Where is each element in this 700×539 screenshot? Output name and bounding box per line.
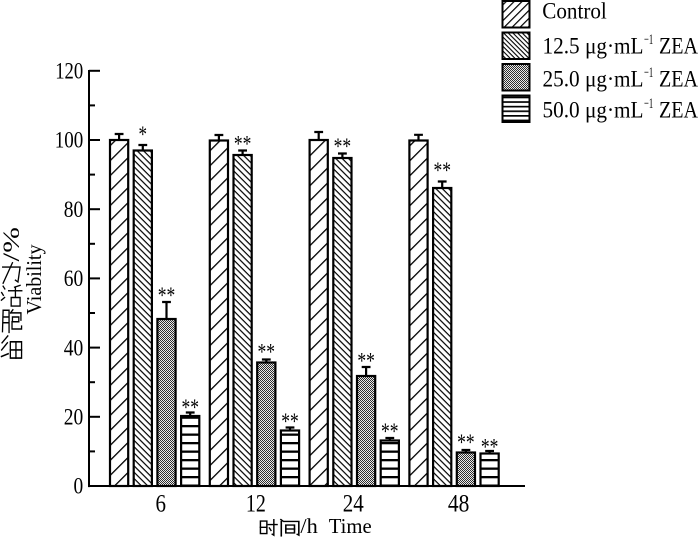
svg-text:**: ** (481, 435, 499, 460)
svg-text:**: ** (258, 340, 276, 365)
svg-text:**: ** (433, 158, 451, 183)
svg-text:−1: −1 (644, 65, 653, 81)
svg-text:ZEA: ZEA (659, 34, 698, 59)
svg-text:**: ** (357, 348, 375, 373)
svg-text:20: 20 (64, 405, 84, 430)
svg-text:120: 120 (55, 59, 83, 84)
svg-text:/%: /% (0, 227, 24, 262)
svg-text:−1: −1 (644, 96, 653, 112)
svg-text:**: ** (181, 395, 199, 420)
svg-text:Time: Time (329, 514, 372, 538)
svg-text:ZEA: ZEA (659, 67, 698, 92)
svg-text:40: 40 (64, 335, 84, 360)
svg-text:**: ** (457, 430, 475, 455)
svg-text:**: ** (281, 409, 299, 434)
svg-text:ZEA: ZEA (659, 98, 698, 123)
svg-text:6: 6 (156, 491, 167, 518)
svg-text:12: 12 (246, 491, 266, 518)
svg-text:60: 60 (64, 266, 84, 291)
svg-text:Control: Control (542, 0, 607, 23)
svg-text:80: 80 (64, 197, 84, 222)
svg-text:24: 24 (343, 491, 364, 518)
svg-text:48: 48 (448, 491, 470, 518)
svg-text:/h: /h (300, 514, 318, 538)
svg-text:**: ** (158, 283, 176, 308)
svg-text:50.0 μg·mL: 50.0 μg·mL (543, 98, 644, 123)
svg-text:**: ** (334, 134, 352, 159)
svg-text:Viability: Viability (22, 244, 46, 314)
svg-text:*: * (139, 122, 148, 147)
svg-text:100: 100 (55, 128, 84, 153)
svg-text:**: ** (381, 419, 399, 444)
svg-text:−1: −1 (644, 32, 653, 48)
svg-text:0: 0 (74, 474, 84, 499)
svg-text:25.0 μg·mL: 25.0 μg·mL (543, 67, 644, 92)
svg-text:12.5 μg·mL: 12.5 μg·mL (543, 34, 644, 59)
svg-text:**: ** (234, 131, 252, 156)
